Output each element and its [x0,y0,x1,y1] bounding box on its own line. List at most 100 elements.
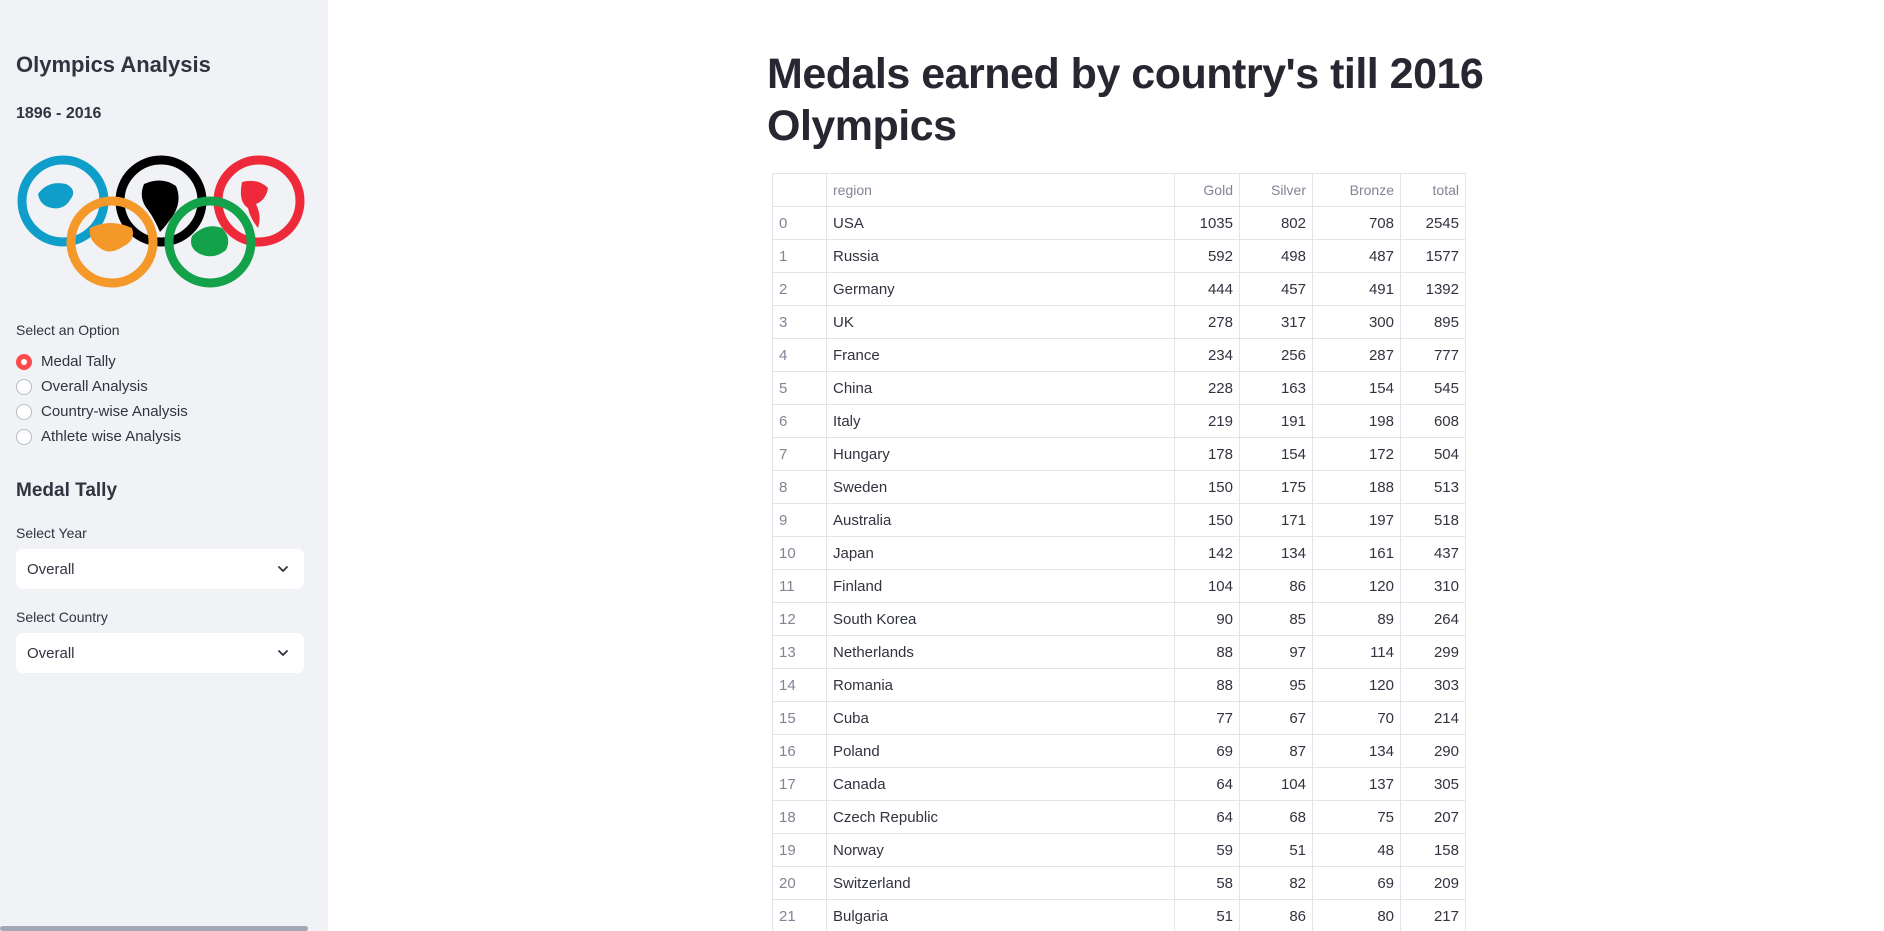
cell-gold[interactable]: 142 [1174,536,1240,570]
radio-selected-icon[interactable] [16,353,32,370]
cell-index[interactable]: 2 [772,272,827,306]
cell-gold[interactable]: 219 [1174,404,1240,438]
cell-bronze[interactable]: 487 [1312,239,1401,273]
cell-bronze[interactable]: 491 [1312,272,1401,306]
cell-index[interactable]: 0 [772,206,827,240]
cell-gold[interactable]: 592 [1174,239,1240,273]
cell-bronze[interactable]: 161 [1312,536,1401,570]
cell-silver[interactable]: 171 [1239,503,1313,537]
cell-index[interactable]: 11 [772,569,827,603]
cell-silver[interactable]: 256 [1239,338,1313,372]
cell-silver[interactable]: 104 [1239,767,1313,801]
cell-silver[interactable]: 154 [1239,437,1313,471]
cell-silver[interactable]: 163 [1239,371,1313,405]
cell-silver[interactable]: 86 [1239,899,1313,931]
cell-bronze[interactable]: 80 [1312,899,1401,931]
cell-silver[interactable]: 51 [1239,833,1313,867]
cell-bronze[interactable]: 134 [1312,734,1401,768]
radio-medal-tally[interactable]: Medal Tally [16,349,188,374]
cell-region[interactable]: Netherlands [826,635,1175,669]
cell-bronze[interactable]: 300 [1312,305,1401,339]
cell-gold[interactable]: 104 [1174,569,1240,603]
cell-region[interactable]: Finland [826,569,1175,603]
cell-bronze[interactable]: 198 [1312,404,1401,438]
radio-country-wise-analysis[interactable]: Country-wise Analysis [16,399,188,424]
cell-gold[interactable]: 444 [1174,272,1240,306]
cell-region[interactable]: Bulgaria [826,899,1175,931]
year-select[interactable]: Overall [16,549,304,589]
cell-index[interactable]: 10 [772,536,827,570]
cell-gold[interactable]: 150 [1174,503,1240,537]
cell-total[interactable]: 207 [1400,800,1466,834]
cell-index[interactable]: 14 [772,668,827,702]
cell-silver[interactable]: 191 [1239,404,1313,438]
cell-silver[interactable]: 82 [1239,866,1313,900]
cell-total[interactable]: 299 [1400,635,1466,669]
cell-total[interactable]: 310 [1400,569,1466,603]
cell-index[interactable]: 18 [772,800,827,834]
cell-bronze[interactable]: 188 [1312,470,1401,504]
cell-index[interactable]: 3 [772,305,827,339]
cell-gold[interactable]: 69 [1174,734,1240,768]
cell-region[interactable]: Sweden [826,470,1175,504]
cell-index[interactable]: 19 [772,833,827,867]
cell-bronze[interactable]: 75 [1312,800,1401,834]
cell-gold[interactable]: 77 [1174,701,1240,735]
cell-gold[interactable]: 64 [1174,800,1240,834]
cell-region[interactable]: UK [826,305,1175,339]
cell-total[interactable]: 1577 [1400,239,1466,273]
cell-silver[interactable]: 498 [1239,239,1313,273]
cell-region[interactable]: South Korea [826,602,1175,636]
cell-index[interactable]: 16 [772,734,827,768]
cell-region[interactable]: Germany [826,272,1175,306]
cell-gold[interactable]: 150 [1174,470,1240,504]
cell-bronze[interactable]: 120 [1312,569,1401,603]
cell-gold[interactable]: 228 [1174,371,1240,405]
radio-overall-analysis[interactable]: Overall Analysis [16,374,188,399]
cell-region[interactable]: USA [826,206,1175,240]
column-header-total[interactable]: total [1400,173,1466,207]
cell-total[interactable]: 513 [1400,470,1466,504]
cell-silver[interactable]: 85 [1239,602,1313,636]
cell-silver[interactable]: 175 [1239,470,1313,504]
cell-silver[interactable]: 87 [1239,734,1313,768]
cell-index[interactable]: 8 [772,470,827,504]
cell-total[interactable]: 290 [1400,734,1466,768]
cell-index[interactable]: 1 [772,239,827,273]
cell-bronze[interactable]: 197 [1312,503,1401,537]
cell-gold[interactable]: 178 [1174,437,1240,471]
cell-total[interactable]: 158 [1400,833,1466,867]
cell-index[interactable]: 17 [772,767,827,801]
cell-bronze[interactable]: 154 [1312,371,1401,405]
cell-silver[interactable]: 457 [1239,272,1313,306]
cell-index[interactable]: 13 [772,635,827,669]
cell-region[interactable]: Hungary [826,437,1175,471]
radio-athlete-wise-analysis[interactable]: Athlete wise Analysis [16,424,188,449]
column-header-index[interactable] [772,173,827,207]
cell-index[interactable]: 7 [772,437,827,471]
cell-gold[interactable]: 90 [1174,602,1240,636]
cell-region[interactable]: Canada [826,767,1175,801]
cell-silver[interactable]: 97 [1239,635,1313,669]
radio-unselected-icon[interactable] [16,378,32,395]
cell-region[interactable]: Czech Republic [826,800,1175,834]
cell-silver[interactable]: 802 [1239,206,1313,240]
country-select[interactable]: Overall [16,633,304,673]
cell-total[interactable]: 217 [1400,899,1466,931]
cell-total[interactable]: 1392 [1400,272,1466,306]
column-header-bronze[interactable]: Bronze [1312,173,1401,207]
cell-index[interactable]: 4 [772,338,827,372]
radio-unselected-icon[interactable] [16,428,32,445]
cell-total[interactable]: 305 [1400,767,1466,801]
cell-gold[interactable]: 88 [1174,635,1240,669]
column-header-gold[interactable]: Gold [1174,173,1240,207]
column-header-silver[interactable]: Silver [1239,173,1313,207]
cell-gold[interactable]: 51 [1174,899,1240,931]
cell-total[interactable]: 2545 [1400,206,1466,240]
cell-gold[interactable]: 278 [1174,305,1240,339]
radio-unselected-icon[interactable] [16,403,32,420]
cell-total[interactable]: 608 [1400,404,1466,438]
cell-region[interactable]: Romania [826,668,1175,702]
cell-silver[interactable]: 67 [1239,701,1313,735]
cell-total[interactable]: 545 [1400,371,1466,405]
